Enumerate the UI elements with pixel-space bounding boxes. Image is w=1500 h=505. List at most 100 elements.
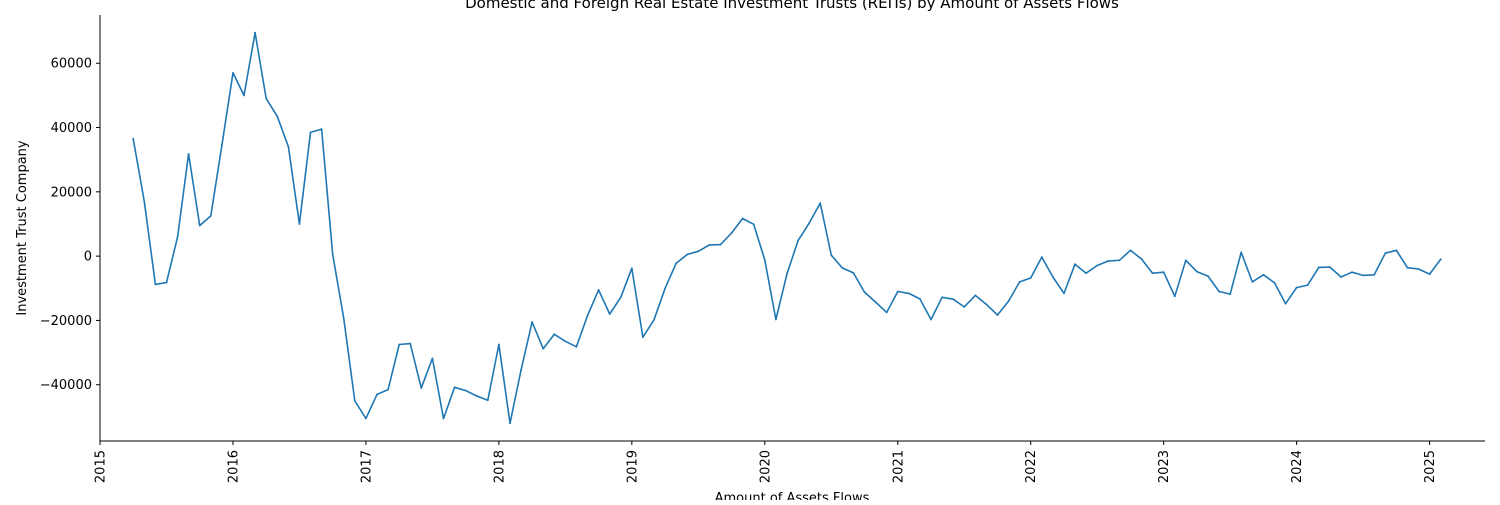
- data-point: [209, 215, 212, 217]
- data-point: [1052, 276, 1054, 278]
- data-point: [453, 386, 456, 389]
- data-point: [1184, 259, 1187, 262]
- data-point: [342, 317, 345, 320]
- data-point: [431, 357, 434, 360]
- data-point: [852, 272, 855, 274]
- data-point: [1340, 276, 1342, 278]
- data-point: [863, 291, 866, 293]
- data-point: [1140, 258, 1143, 260]
- data-point: [420, 387, 423, 389]
- data-point: [1262, 273, 1265, 276]
- data-point: [797, 239, 799, 242]
- y-axis-title: Investment Trust Company: [15, 140, 30, 316]
- data-point: [1063, 292, 1065, 295]
- data-point: [996, 314, 999, 316]
- data-point: [963, 306, 966, 308]
- data-point: [564, 340, 567, 343]
- data-point: [1096, 264, 1099, 267]
- y-tick-label: 60000: [51, 57, 92, 72]
- x-tick-label: 2024: [1290, 450, 1305, 483]
- data-point: [730, 232, 733, 234]
- data-point: [941, 296, 943, 299]
- data-point: [1351, 271, 1353, 274]
- data-point: [287, 145, 290, 148]
- y-tick-label: 40000: [51, 121, 92, 136]
- data-point: [1373, 273, 1376, 276]
- data-point: [819, 202, 822, 205]
- data-point: [1107, 260, 1110, 262]
- data-point: [763, 259, 766, 261]
- data-point: [486, 399, 489, 402]
- data-point: [365, 417, 367, 420]
- data-point: [597, 289, 600, 291]
- data-point: [176, 235, 179, 238]
- data-point: [1306, 284, 1309, 286]
- data-point: [254, 31, 256, 34]
- y-tick-label: 20000: [51, 185, 92, 200]
- data-point: [1029, 277, 1032, 279]
- data-point: [1118, 259, 1121, 262]
- data-point: [830, 254, 833, 257]
- data-point: [985, 303, 988, 306]
- data-point: [442, 417, 445, 420]
- data-point: [1162, 271, 1165, 274]
- data-point: [575, 345, 578, 348]
- data-point: [376, 393, 378, 396]
- data-point: [874, 301, 877, 303]
- x-tick-label: 2018: [492, 450, 507, 483]
- x-tick-label: 2025: [1423, 450, 1438, 483]
- y-tick-label: −20000: [40, 314, 92, 329]
- x-tick-label: 2023: [1157, 450, 1172, 483]
- data-point: [232, 72, 234, 74]
- data-point: [907, 292, 910, 295]
- data-point: [1317, 266, 1320, 269]
- series-line-0: [132, 31, 1442, 425]
- data-point: [198, 224, 201, 227]
- data-point: [531, 321, 533, 323]
- data-point: [464, 389, 467, 392]
- data-point: [1007, 300, 1010, 302]
- data-point: [265, 97, 268, 100]
- data-point: [752, 223, 755, 226]
- data-point: [509, 422, 511, 425]
- data-point: [276, 115, 279, 118]
- data-point: [719, 243, 722, 246]
- y-tick-label: 0: [84, 250, 92, 265]
- data-point: [320, 128, 323, 131]
- data-point: [1384, 252, 1387, 255]
- data-point: [930, 318, 932, 321]
- x-tick-label: 2020: [758, 450, 773, 483]
- data-point: [1229, 293, 1232, 295]
- data-point: [653, 318, 655, 321]
- y-tick-label: −40000: [40, 378, 92, 393]
- x-tick-label: 2019: [625, 450, 640, 483]
- data-point: [1362, 274, 1364, 277]
- x-tick-label: 2015: [94, 450, 109, 483]
- data-point: [1395, 249, 1398, 252]
- data-point: [919, 298, 921, 300]
- data-point: [1251, 281, 1254, 283]
- data-point: [1428, 273, 1431, 275]
- data-point: [1173, 295, 1176, 298]
- data-point: [187, 153, 190, 155]
- data-point: [664, 287, 666, 290]
- data-point: [1273, 281, 1276, 284]
- data-point: [1085, 272, 1087, 275]
- data-point: [309, 131, 312, 134]
- data-point: [553, 333, 556, 336]
- x-tick-label: 2016: [226, 450, 241, 483]
- data-point: [520, 369, 522, 372]
- axes: [99, 15, 1485, 442]
- data-point: [143, 200, 146, 203]
- chart-title: Domestic and Foreign Real Estate Investm…: [465, 0, 1119, 12]
- data-point: [686, 253, 689, 256]
- data-point: [586, 314, 589, 317]
- data-point: [154, 283, 157, 286]
- data-point: [896, 290, 899, 293]
- data-point: [1018, 281, 1021, 283]
- data-point: [1417, 268, 1420, 270]
- data-point: [775, 318, 777, 321]
- x-axis-title: Amount of Assets Flows: [715, 491, 870, 500]
- data-point: [697, 250, 700, 253]
- data-point: [642, 336, 644, 339]
